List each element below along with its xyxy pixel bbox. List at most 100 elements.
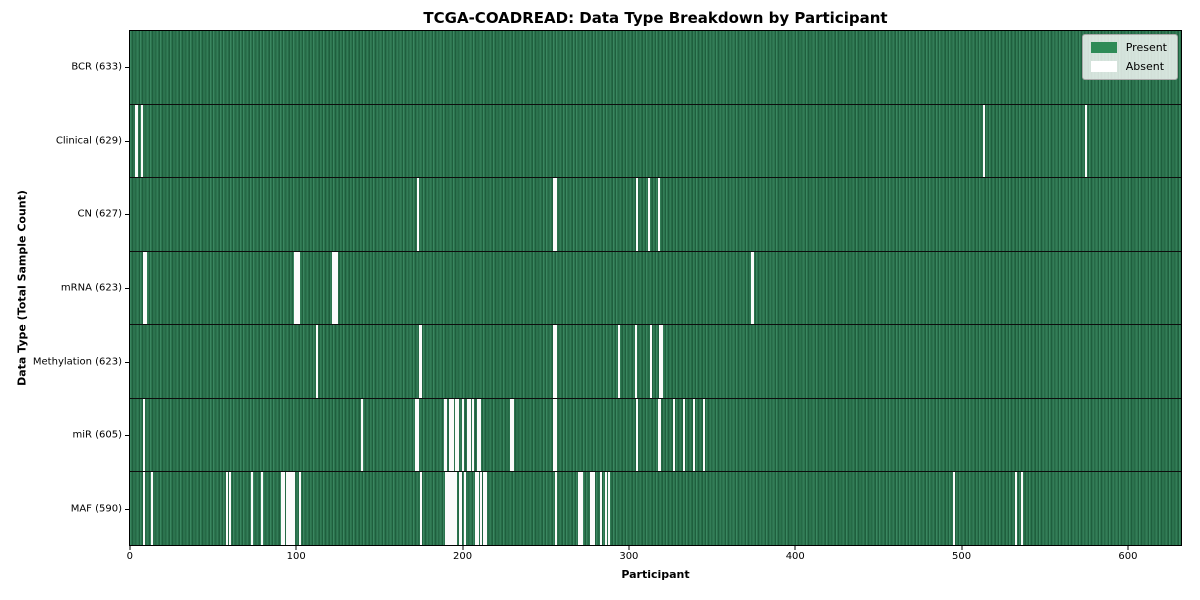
heatmap-plot-area — [129, 30, 1182, 546]
absent-cell — [750, 251, 753, 325]
absent-cell — [553, 178, 556, 251]
absent-cell — [702, 398, 705, 472]
x-tick-label: 300 — [619, 551, 639, 562]
absent-swatch — [1090, 61, 1117, 72]
absent-cell — [682, 398, 685, 472]
x-tick-mark — [794, 546, 796, 550]
absent-cell — [554, 472, 557, 546]
absent-cell — [335, 251, 338, 325]
absent-cell — [143, 251, 146, 325]
present-swatch — [1090, 42, 1117, 53]
absent-cell — [450, 398, 453, 472]
absent-cell — [983, 104, 986, 178]
absent-cell — [456, 398, 459, 472]
row-label-Clinical: Clinical (629) — [55, 135, 122, 147]
absent-cell — [617, 325, 620, 398]
absent-cell — [446, 472, 449, 546]
absent-cell — [608, 472, 610, 546]
absent-cell — [604, 472, 607, 546]
absent-cell — [443, 398, 446, 472]
absent-cell — [476, 398, 479, 472]
absent-cell — [1084, 104, 1087, 178]
absent-cell — [292, 472, 295, 546]
absent-cell — [450, 472, 453, 546]
absent-cell — [510, 398, 513, 472]
absent-cell — [455, 472, 458, 546]
absent-cell — [417, 398, 420, 472]
absent-cell — [463, 472, 466, 546]
x-tick-label: 0 — [126, 551, 134, 562]
absent-cell — [579, 472, 582, 546]
absent-cell — [649, 325, 652, 398]
absent-cell — [289, 472, 292, 546]
heatmap-row-Methylation — [130, 324, 1181, 398]
absent-cell — [299, 472, 302, 546]
absent-cell — [589, 472, 592, 546]
absent-cell — [591, 472, 594, 546]
heatmap-row-Clinical — [130, 103, 1181, 178]
absent-cell — [360, 398, 363, 472]
absent-cell — [752, 251, 755, 325]
x-tick-label: 100 — [286, 551, 306, 562]
y-tick-mark — [125, 361, 129, 363]
absent-cell — [659, 325, 662, 398]
absent-cell — [285, 472, 288, 546]
absent-cell — [1021, 472, 1024, 546]
legend-absent-label: Absent — [1125, 60, 1165, 73]
legend: Present Absent — [1081, 34, 1178, 80]
row-label-mRNA: mRNA (623) — [60, 282, 122, 294]
y-tick-mark — [125, 435, 129, 437]
absent-cell — [445, 398, 448, 472]
absent-cell — [659, 398, 662, 472]
absent-cell — [953, 472, 956, 546]
absent-cell — [417, 178, 420, 251]
absent-cell — [511, 398, 514, 472]
absent-cell — [458, 472, 461, 546]
absent-cell — [334, 251, 337, 325]
heatmap-row-MAF — [130, 471, 1181, 546]
absent-cell — [554, 178, 557, 251]
absent-cell — [453, 472, 456, 546]
absent-cell — [554, 325, 557, 398]
heatmap-row-BCR — [130, 31, 1181, 104]
row-label-MAF: MAF (590) — [70, 503, 122, 515]
x-tick-mark — [1127, 546, 1129, 550]
x-tick-label: 600 — [1118, 551, 1138, 562]
absent-cell — [280, 472, 283, 546]
absent-cell — [451, 472, 454, 546]
absent-cell — [478, 398, 481, 472]
absent-cell — [483, 472, 486, 546]
x-axis-label: Participant — [621, 568, 690, 581]
absent-cell — [151, 472, 154, 546]
row-label-CN: CN (627) — [77, 208, 122, 220]
absent-cell — [448, 472, 451, 546]
absent-cell — [657, 398, 660, 472]
absent-cell — [448, 398, 451, 472]
absent-cell — [692, 398, 695, 472]
absent-cell — [420, 472, 423, 546]
row-label-Methylation: Methylation (623) — [32, 356, 122, 368]
absent-cell — [657, 178, 660, 251]
x-tick-mark — [961, 546, 963, 550]
absent-cell — [297, 251, 300, 325]
heatmap-row-miR — [130, 397, 1181, 472]
absent-cell — [415, 398, 418, 472]
absent-cell — [229, 472, 232, 546]
absent-cell — [661, 325, 664, 398]
absent-cell — [295, 251, 298, 325]
absent-cell — [418, 325, 421, 398]
legend-item-absent: Absent — [1090, 60, 1167, 73]
absent-cell — [475, 472, 478, 546]
absent-cell — [466, 398, 469, 472]
absent-cell — [593, 472, 596, 546]
x-tick-mark — [628, 546, 630, 550]
absent-cell — [476, 472, 479, 546]
absent-cell — [672, 398, 675, 472]
absent-cell — [581, 472, 584, 546]
y-tick-mark — [125, 214, 129, 216]
absent-cell — [294, 251, 297, 325]
absent-cell — [554, 398, 557, 472]
absent-cell — [636, 398, 639, 472]
chart-title: TCGA-COADREAD: Data Type Breakdown by Pa… — [423, 9, 888, 27]
